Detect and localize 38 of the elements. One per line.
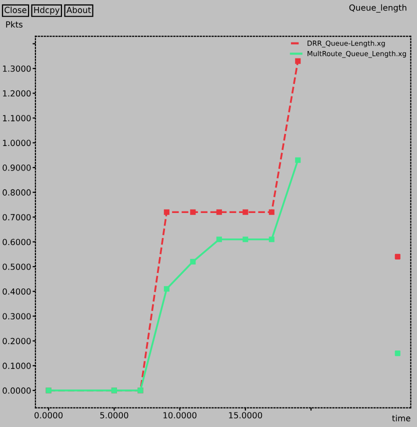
y-tick-label: 0.5000 <box>2 264 31 270</box>
point <box>268 209 274 215</box>
x-tick-label: 15.0000 <box>229 412 262 418</box>
point <box>268 236 274 242</box>
chart-title: Queue_length <box>349 4 406 13</box>
point <box>190 258 196 264</box>
point <box>242 236 248 242</box>
x-tick-label: 5.0000 <box>100 412 128 418</box>
y-tick-label: 1.2000 <box>3 90 31 97</box>
point <box>295 58 301 64</box>
x-axis-title: time <box>392 414 410 422</box>
point <box>242 209 248 215</box>
y-tick-label: 0.1000 <box>2 362 31 369</box>
y-tick-label: 0.3000 <box>2 313 31 320</box>
y-tick-label: 0.2000 <box>2 338 31 344</box>
point <box>394 350 400 356</box>
y-tick-label: 0.0000 <box>2 387 31 394</box>
y-tick-label: 0.6000 <box>2 238 31 246</box>
x-tick-label: 10.0000 <box>163 412 196 418</box>
y-tick-label: 1.1000 <box>3 115 31 122</box>
y-tick-label: 1.0000 <box>3 140 31 146</box>
point <box>190 209 196 215</box>
text: Close <box>4 6 26 14</box>
point <box>164 286 170 292</box>
point <box>164 209 170 215</box>
y-tick-label: 0.8000 <box>2 189 31 196</box>
x-tick-label: 0.0000 <box>34 412 63 418</box>
text: About <box>66 6 91 14</box>
point <box>216 209 222 215</box>
y-tick-label: 1.3000 <box>3 65 31 72</box>
point <box>394 254 400 260</box>
y-tick-label: 0.9000 <box>2 164 31 171</box>
y-tick-label: 0.7000 <box>2 214 31 220</box>
point <box>216 236 222 242</box>
y-axis-title: Pkts <box>6 21 22 28</box>
text: Hdcpy <box>34 6 60 15</box>
point <box>295 157 301 163</box>
y-tick-label: 0.4000 <box>2 288 31 295</box>
